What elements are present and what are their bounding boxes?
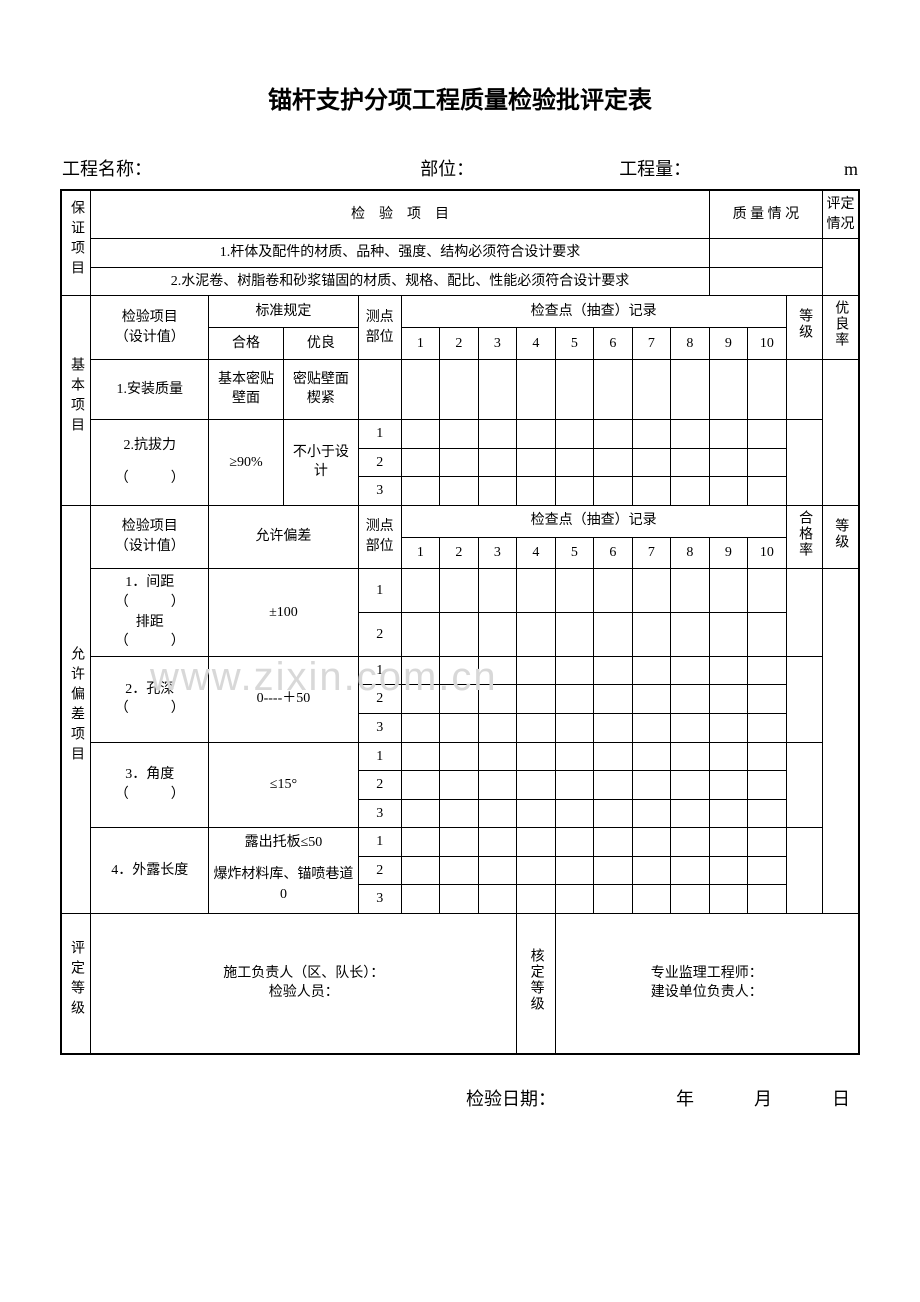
tol-point-header: 测点部位 xyxy=(358,505,401,569)
header-row: 工程名称： 部位： 工程量： m xyxy=(60,155,860,181)
tol-r2-name: 2．孔深（ ） xyxy=(91,656,209,742)
basic-r2-pass: ≥90% xyxy=(209,419,284,505)
basic-item-header: 检验项目（设计值） xyxy=(91,296,209,360)
guarantee-row-2: 2.水泥卷、树脂卷和砂浆锚固的材质、规格、配比、性能必须符合设计要求 xyxy=(91,267,709,296)
tol-grade-header: 等级 xyxy=(823,505,859,569)
basic-col-2: 2 xyxy=(440,328,479,360)
basic-good-header: 优良 xyxy=(283,328,358,360)
basic-r2-pt1: 1 xyxy=(358,419,401,448)
eval-mid-label: 核定等级 xyxy=(517,914,556,1054)
basic-col-5: 5 xyxy=(555,328,594,360)
eval-left-block[interactable]: 施工负责人（区、队长）： 检验人员： xyxy=(91,914,517,1054)
tol-item-header: 检验项目（设计值） xyxy=(91,505,209,569)
tol-check-header: 检查点（抽查）记录 xyxy=(401,505,786,537)
tol-r4-dev2: 爆炸材料库、锚喷巷道 0 xyxy=(209,856,359,913)
project-name-label: 工程名称： xyxy=(62,155,152,181)
inspect-header: 检 验 项 目 xyxy=(91,190,709,239)
guarantee-eval[interactable] xyxy=(823,239,859,296)
tol-r3-dev: ≤15° xyxy=(209,742,359,828)
tol-r1-dev: ±100 xyxy=(209,569,359,656)
guarantee-section: 保证项目 xyxy=(61,190,91,296)
tol-passrate-header: 合格率 xyxy=(786,505,822,569)
main-table: 保证项目 检 验 项 目 质 量 情 况 评定情况 1.杆体及配件的材质、品种、… xyxy=(60,189,860,1055)
basic-r1-name: 1.安装质量 xyxy=(91,359,209,419)
page-title: 锚杆支护分项工程质量检验批评定表 xyxy=(60,80,860,115)
basic-col-7: 7 xyxy=(632,328,671,360)
basic-r2-good: 不小于设计 xyxy=(283,419,358,505)
quantity-label: 工程量： xyxy=(619,155,691,181)
guarantee-row-1: 1.杆体及配件的材质、品种、强度、结构必须符合设计要求 xyxy=(91,239,709,268)
eval-section: 评定等级 xyxy=(61,914,91,1054)
basic-check-header: 检查点（抽查）记录 xyxy=(401,296,786,328)
section-label: 部位： xyxy=(420,155,474,181)
basic-goodrate[interactable] xyxy=(823,359,859,505)
basic-col-1: 1 xyxy=(401,328,440,360)
tol-r1-pt1: 1 xyxy=(358,569,401,613)
tol-dev-header: 允许偏差 xyxy=(209,505,359,569)
basic-point-header: 测点部位 xyxy=(358,296,401,360)
quality-header: 质 量 情 况 xyxy=(709,190,822,239)
eval-status-header: 评定情况 xyxy=(823,190,859,239)
basic-col-4: 4 xyxy=(517,328,556,360)
basic-grade-header: 等级 xyxy=(786,296,822,360)
basic-r2-pt2: 2 xyxy=(358,448,401,477)
tol-r4-dev1: 露出托板≤50 xyxy=(209,828,359,857)
basic-r2-name: 2.抗拔力（ ） xyxy=(91,419,209,505)
tol-r1-pt2: 2 xyxy=(358,613,401,657)
basic-r2-pt3: 3 xyxy=(358,477,401,506)
guarantee-quality-1[interactable] xyxy=(709,239,822,268)
basic-col-8: 8 xyxy=(671,328,710,360)
footer-date: 检验日期： 年 月 日 xyxy=(60,1085,860,1111)
basic-r1-grade[interactable] xyxy=(786,359,822,419)
tolerance-section: 允许偏差项目 xyxy=(61,505,91,913)
basic-section: 基本项目 xyxy=(61,296,91,505)
guarantee-quality-2[interactable] xyxy=(709,267,822,296)
basic-r1-pass: 基本密贴壁面 xyxy=(209,359,284,419)
eval-right-block[interactable]: 专业监理工程师： 建设单位负责人： xyxy=(555,914,859,1054)
basic-pass-header: 合格 xyxy=(209,328,284,360)
tol-r2-dev: 0----＋50 xyxy=(209,656,359,742)
basic-goodrate-header: 优良率 xyxy=(823,296,859,360)
basic-col-9: 9 xyxy=(709,328,748,360)
basic-r1-pt[interactable] xyxy=(358,359,401,419)
basic-std-header: 标准规定 xyxy=(209,296,359,328)
basic-r1-good: 密贴壁面楔紧 xyxy=(283,359,358,419)
tol-r4-name: 4．外露长度 xyxy=(91,828,209,914)
tol-grade[interactable] xyxy=(823,569,859,914)
basic-col-10: 10 xyxy=(748,328,787,360)
tol-r3-name: 3．角度（ ） xyxy=(91,742,209,828)
quantity-unit: m xyxy=(844,159,858,180)
basic-r2-grade[interactable] xyxy=(786,419,822,505)
basic-col-3: 3 xyxy=(478,328,517,360)
basic-col-6: 6 xyxy=(594,328,633,360)
tol-r1-name: 1．间距（ ） 排距（ ） xyxy=(91,569,209,656)
